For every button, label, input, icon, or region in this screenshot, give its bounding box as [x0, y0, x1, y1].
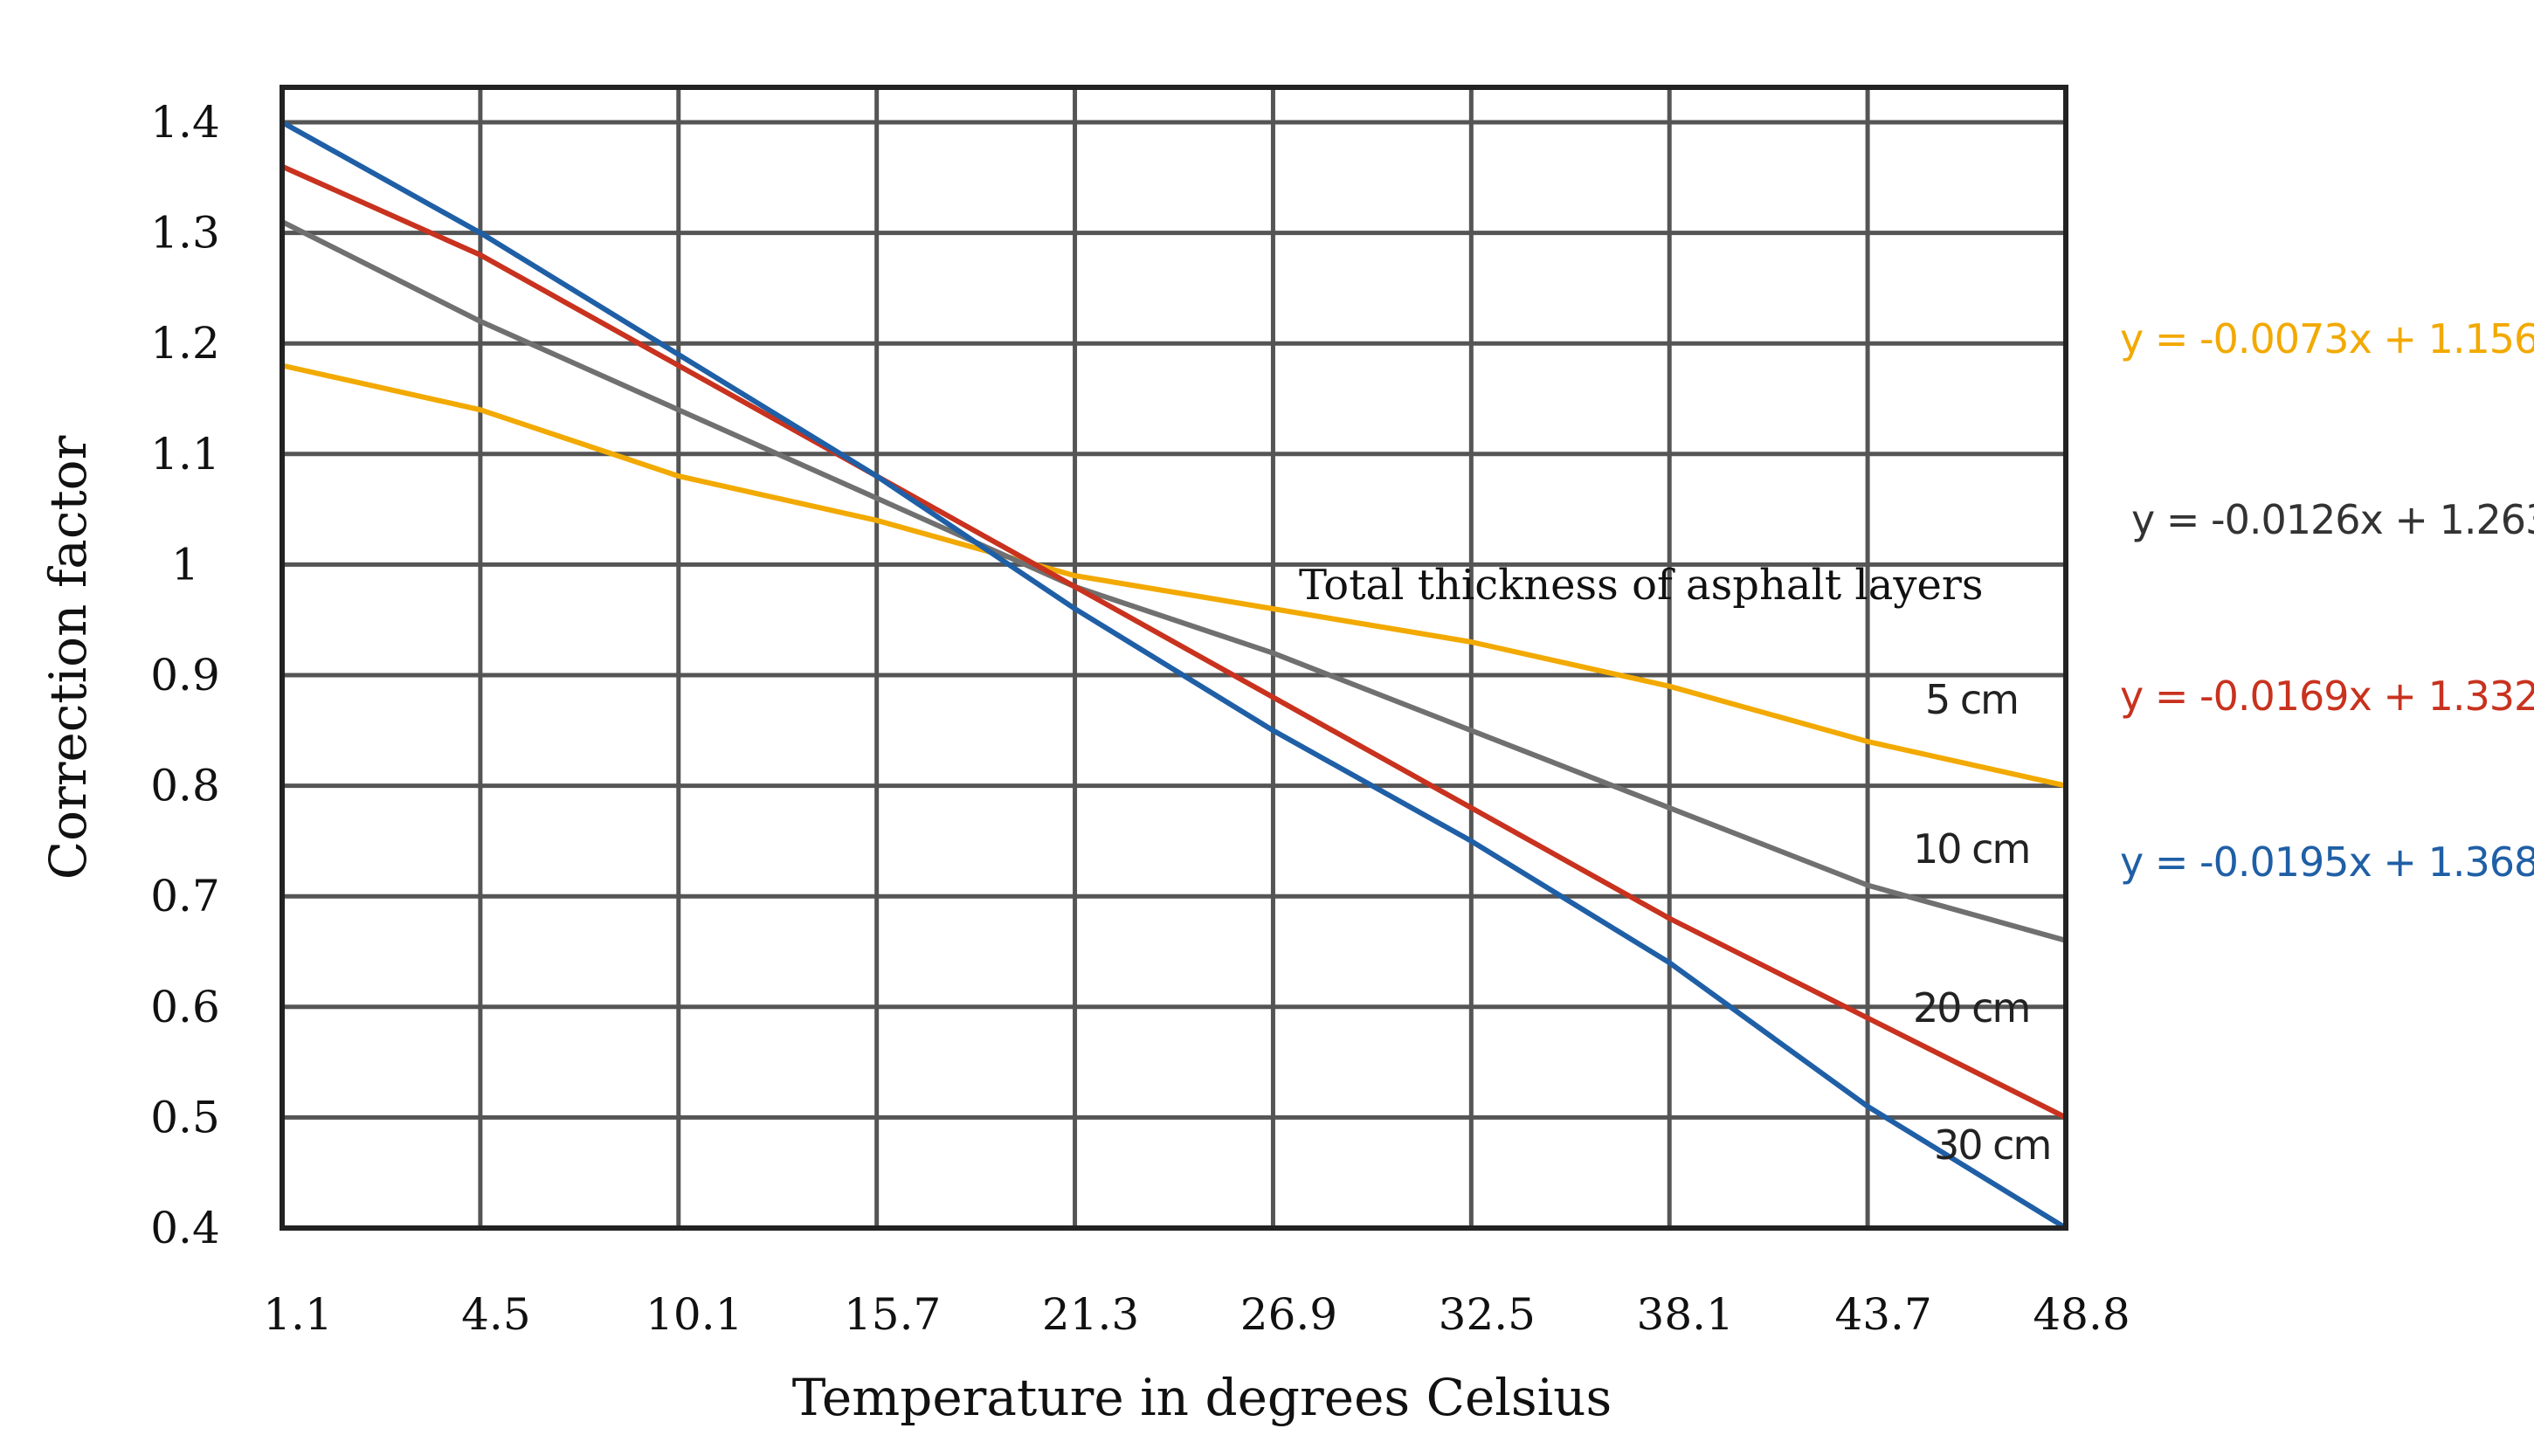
equation-10cm: y = -0.0126x + 1.263 [2131, 496, 2534, 543]
x-axis-title: Temperature in degrees Celsius [792, 1368, 1612, 1427]
y-tick-label: 1.1 [150, 429, 220, 480]
x-tick-label: 26.9 [1240, 1289, 1337, 1340]
y-tick-label: 0.8 [150, 761, 220, 811]
y-axis-ticks: 1.4 1.3 1.2 1.1 1 0.9 0.8 0.7 0.6 0.5 0.4 [150, 97, 220, 1253]
y-tick-label: 1.2 [150, 318, 220, 369]
y-tick-label: 1 [171, 539, 199, 590]
x-tick-label: 15.7 [844, 1289, 941, 1340]
series-label-10cm: 10 cm [1913, 825, 2029, 873]
x-tick-label: 10.1 [646, 1289, 742, 1340]
y-axis-title: Correction factor [38, 435, 98, 880]
x-axis-ticks: 1.1 4.5 10.1 15.7 21.3 26.9 32.5 38.1 43.7 48.8 [263, 1289, 2130, 1340]
series-line-30cm [280, 120, 2068, 1231]
equation-20cm: y = -0.0169x + 1.3325 [2120, 673, 2534, 720]
equation-30cm: y = -0.0195x + 1.3682 [2120, 838, 2534, 886]
series-line-10cm [280, 218, 2068, 943]
x-tick-label: 1.1 [263, 1289, 333, 1340]
series-line-20cm [280, 163, 2068, 1121]
series-label-5cm: 5 cm [1925, 676, 2018, 723]
plot-frame [280, 85, 2068, 1231]
annotation-label: Total thickness of asphalt layers [1299, 561, 1983, 610]
x-tick-label: 43.7 [1834, 1289, 1931, 1340]
series-line-5cm [280, 362, 2068, 789]
y-tick-label: 0.5 [150, 1092, 220, 1142]
y-tick-label: 0.9 [150, 650, 220, 700]
series-label-30cm: 30 cm [1934, 1121, 2050, 1169]
y-tick-label: 0.7 [150, 871, 220, 921]
x-tick-label: 32.5 [1439, 1289, 1536, 1340]
grid [282, 87, 2066, 1228]
x-tick-label: 4.5 [461, 1289, 531, 1340]
equation-5cm: y = -0.0073x + 1.1568 [2120, 315, 2534, 362]
y-tick-label: 1.3 [150, 208, 220, 259]
y-tick-label: 1.4 [150, 97, 220, 148]
plot-area [282, 87, 2066, 1228]
x-tick-label: 48.8 [2033, 1289, 2130, 1340]
x-tick-label: 21.3 [1042, 1289, 1139, 1340]
series-label-20cm: 20 cm [1913, 984, 2029, 1032]
y-tick-label: 0.6 [150, 982, 220, 1032]
y-tick-label: 0.4 [150, 1203, 220, 1253]
x-tick-label: 38.1 [1637, 1289, 1734, 1340]
series-lines [280, 120, 2068, 1231]
